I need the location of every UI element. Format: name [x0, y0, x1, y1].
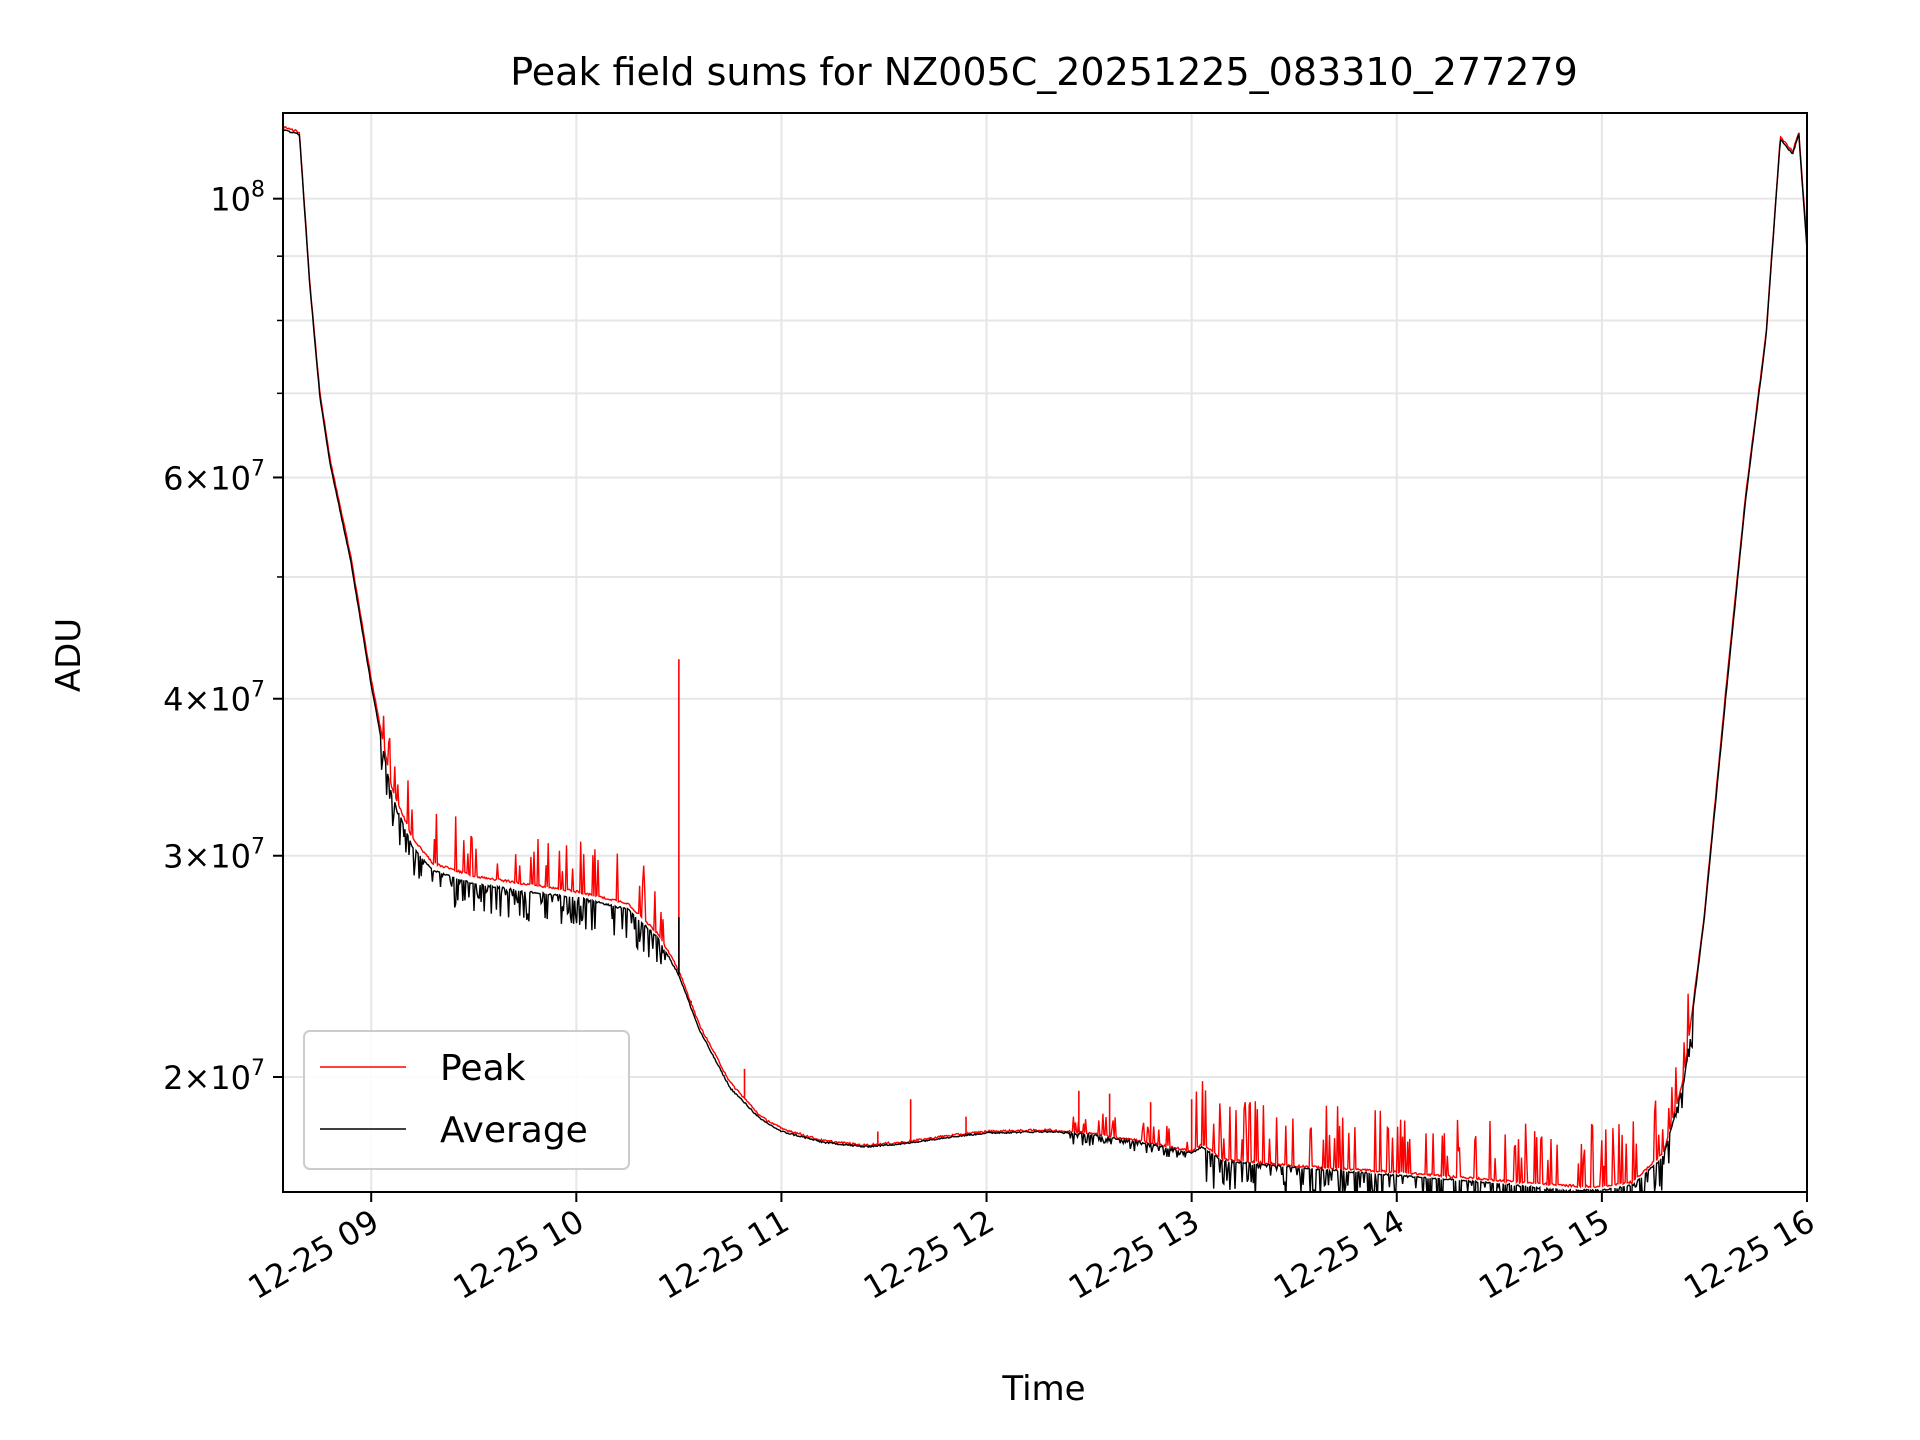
- chart-title: Peak field sums for NZ005C_20251225_0833…: [510, 50, 1578, 94]
- series-line-peak: [283, 125, 1807, 1189]
- series-line-average: [283, 129, 1807, 1192]
- y-axis-label: ADU: [49, 618, 89, 692]
- legend-label-average: Average: [440, 1110, 588, 1151]
- y-tick-label: 6×107: [163, 456, 265, 497]
- y-tick-label: 108: [210, 178, 265, 219]
- y-tick-label: 2×107: [163, 1056, 265, 1097]
- x-axis-label: Time: [1001, 1369, 1085, 1409]
- y-tick-label: 4×107: [163, 678, 265, 719]
- legend: Peak Average: [303, 1030, 630, 1170]
- y-tick-label: 3×107: [163, 835, 265, 876]
- y-axis-ticks: 2×107 3×107 4×107 6×107 108: [163, 178, 283, 1097]
- plot-area-frame: [282, 112, 1808, 1193]
- legend-label-peak: Peak: [440, 1048, 526, 1089]
- legend-box: [303, 1030, 630, 1170]
- series-layer: [283, 125, 1807, 1192]
